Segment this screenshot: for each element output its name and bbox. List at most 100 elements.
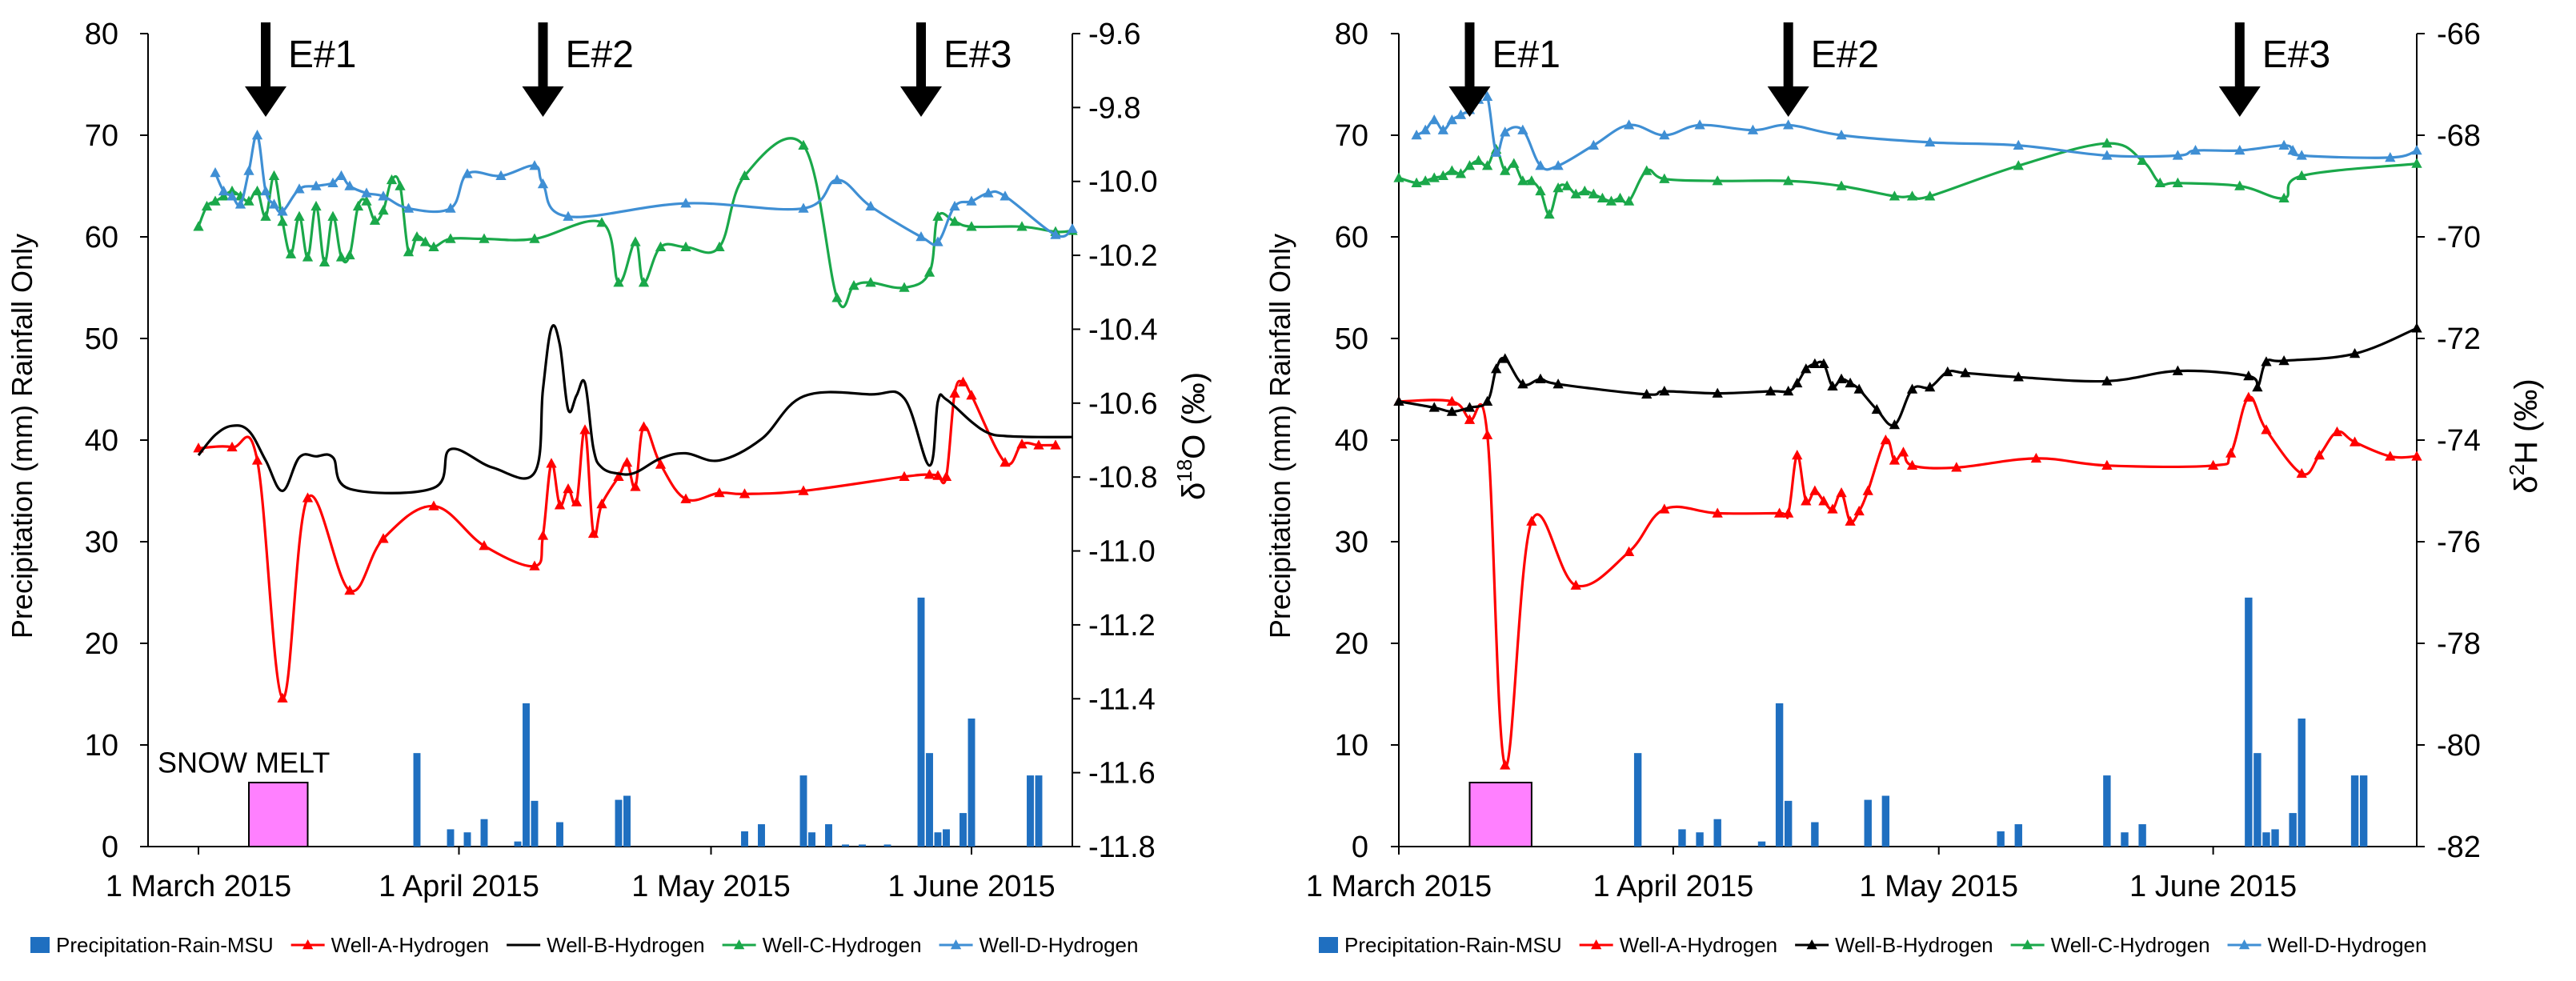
well-a-hydrogen-point — [277, 692, 288, 703]
well-a-hydrogen-point — [479, 540, 490, 551]
well-c-hydrogen-point — [630, 236, 641, 246]
well-a-hydrogen-point — [1880, 434, 1891, 445]
well-c-hydrogen-point — [1500, 165, 1511, 175]
precipitation-bar — [1881, 795, 1890, 847]
well-b-hydrogen-point — [2013, 371, 2024, 382]
legend-marker-well-d-hydrogen — [2238, 939, 2250, 950]
well-b-hydrogen-point — [1960, 367, 1971, 378]
precipitation-bar — [1035, 775, 1043, 847]
well-c-hydrogen-point — [1570, 188, 1581, 198]
precipitation-bar — [1784, 800, 1793, 847]
well-c-hydrogen-point — [2137, 154, 2148, 165]
well-d-hydrogen-point — [1067, 222, 1078, 234]
well-a-hydrogen-point — [571, 496, 583, 507]
legend-swatch-precipitation-rain-msu — [30, 937, 50, 953]
well-c-hydrogen-point — [2234, 180, 2245, 190]
y-axis-title: Precipitation (mm) Rainfall Only — [1264, 234, 1296, 639]
well-d-hydrogen-point — [335, 170, 347, 181]
well-d-hydrogen-point — [210, 166, 221, 178]
well-c-hydrogen-point — [798, 139, 809, 150]
well-a-hydrogen-point — [621, 456, 633, 467]
well-d-hydrogen-point — [798, 202, 809, 213]
well-c-hydrogen-point — [2013, 160, 2024, 170]
well-d-hydrogen-point — [361, 187, 372, 198]
well-d-hydrogen-point — [294, 183, 305, 194]
well-d-hydrogen-point — [378, 190, 389, 201]
y2-tick-label: -10.0 — [1088, 166, 1158, 199]
well-a-hydrogen-point — [1526, 515, 1537, 526]
well-b-hydrogen-point — [1659, 386, 1670, 396]
well-c-hydrogen-point — [268, 170, 280, 181]
precipitation-bar — [2289, 813, 2297, 847]
precipitation-bar — [1678, 829, 1686, 847]
well-c-hydrogen-point — [1605, 195, 1617, 206]
precipitation-bar — [825, 824, 832, 847]
well-c-hydrogen-point — [1925, 190, 1936, 201]
precipitation-bar — [1027, 775, 1034, 847]
well-c-hydrogen-point — [2101, 138, 2113, 148]
well-a-hydrogen-point — [798, 485, 809, 495]
well-d-hydrogen-point — [218, 185, 230, 196]
y-tick-label: 50 — [85, 322, 118, 356]
right-chart-panel: 0 10 20 30 40 50 60 70 80 -66 -68 -70 -72 -74 -76 -78 -8… — [1264, 18, 2544, 903]
well-c-hydrogen-line — [1398, 142, 2418, 216]
y2-tick-label: -68 — [2437, 119, 2481, 153]
well-c-hydrogen-point — [327, 210, 339, 221]
y2-tick-label: -10.6 — [1088, 387, 1158, 421]
well-c-hydrogen-point — [1437, 170, 1448, 181]
well-b-hydrogen-point — [1792, 377, 1803, 388]
well-d-hydrogen-point — [983, 187, 994, 198]
well-a-hydrogen-point — [680, 493, 691, 503]
well-b-hydrogen-point — [1393, 395, 1404, 406]
well-c-hydrogen-point — [285, 248, 297, 258]
well-c-hydrogen-point — [310, 200, 322, 211]
well-c-hydrogen-point — [1544, 209, 1555, 219]
well-d-hydrogen-point — [344, 180, 355, 190]
precipitation-bar — [2138, 824, 2146, 847]
well-b-hydrogen-line — [197, 324, 1073, 495]
legend-label-well-b-hydrogen: Well-B-Hydrogen — [1835, 933, 1993, 957]
well-a-hydrogen-point — [1809, 485, 1821, 495]
well-d-hydrogen-point — [1491, 146, 1502, 157]
well-a-hydrogen-point — [1659, 503, 1670, 514]
precipitation-bar — [859, 844, 866, 847]
well-c-hydrogen-point — [1889, 190, 1901, 201]
well-c-hydrogen-point — [1464, 160, 1476, 170]
precipitation-bar — [1775, 703, 1784, 847]
precipitation-bar — [480, 819, 488, 847]
well-c-hydrogen-point — [2154, 177, 2165, 187]
well-d-hydrogen-point — [2101, 150, 2113, 160]
well-d-hydrogen-point — [915, 231, 927, 242]
well-a-hydrogen-point — [1818, 495, 1829, 506]
well-a-hydrogen-point — [630, 481, 641, 491]
well-a-hydrogen-point — [344, 584, 355, 595]
well-d-hydrogen-point — [1552, 160, 1564, 170]
precipitation-bar — [758, 824, 765, 847]
well-b-hydrogen-point — [1500, 353, 1511, 363]
well-a-hydrogen-point — [302, 492, 314, 503]
well-c-hydrogen-point — [1455, 168, 1467, 178]
well-c-hydrogen-point — [1428, 172, 1440, 182]
y2-tick-label: -10.8 — [1088, 461, 1158, 495]
well-a-hydrogen-point — [1783, 507, 1794, 518]
well-c-hydrogen-point — [1614, 192, 1626, 202]
precipitation-bar — [1713, 819, 1721, 847]
y-tick-label: 40 — [85, 424, 118, 458]
well-a-hydrogen-point — [1889, 454, 1901, 465]
well-a-hydrogen-point — [226, 441, 238, 452]
y-tick-label: 20 — [1335, 627, 1368, 661]
well-c-hydrogen-point — [613, 277, 624, 287]
legend-label-well-a-hydrogen: Well-A-Hydrogen — [1620, 933, 1777, 957]
well-b-hydrogen-point — [2172, 365, 2184, 375]
precipitation-bar — [2121, 832, 2129, 847]
well-c-hydrogen-point — [899, 282, 910, 292]
y-tick-label: 60 — [85, 221, 118, 254]
x-tick-label: 1 April 2015 — [379, 870, 539, 903]
y2-tick-label: -11.6 — [1088, 757, 1156, 791]
legend-label-well-c-hydrogen: Well-C-Hydrogen — [2051, 933, 2210, 957]
well-d-hydrogen-point — [1481, 90, 1493, 101]
precipitation-bar — [1696, 832, 1704, 847]
precipitation-bar — [943, 829, 950, 847]
well-d-hydrogen-point — [1836, 130, 1847, 140]
y-tick-label: 10 — [1335, 729, 1368, 763]
